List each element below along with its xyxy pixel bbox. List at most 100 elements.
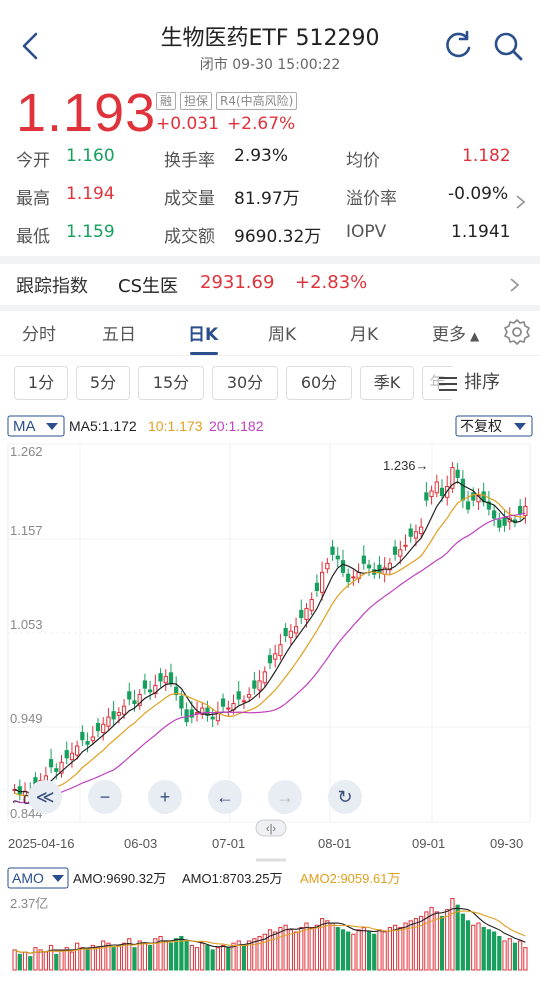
candle-body	[200, 707, 205, 715]
candle-body	[314, 582, 320, 591]
volume-bar	[262, 933, 267, 971]
volume-bar	[12, 949, 17, 971]
volume-bar	[28, 956, 33, 971]
volume-bar	[325, 920, 330, 971]
candle-body	[220, 698, 226, 707]
candle-body	[163, 675, 168, 684]
adjust-label: 不复权	[460, 418, 502, 434]
volume-bar	[283, 924, 288, 971]
rotate-button[interactable]	[328, 780, 362, 814]
period-quarterly[interactable]: 季K	[360, 366, 414, 400]
rewind-button[interactable]	[28, 780, 62, 814]
index-name: CS生医	[118, 276, 178, 297]
candle-body	[80, 731, 85, 741]
triangle-down-icon	[52, 875, 64, 882]
period-5min[interactable]: 5分	[76, 366, 130, 400]
zoom-in-button[interactable]	[148, 780, 182, 814]
candle-body	[450, 467, 455, 489]
volume-bar	[189, 944, 194, 971]
volume-bar	[90, 944, 95, 971]
scroll-right-button[interactable]	[268, 780, 302, 814]
volume-bar	[174, 938, 179, 971]
period-1min[interactable]: 1分	[14, 366, 68, 400]
refresh-icon[interactable]	[440, 28, 476, 64]
candle-body	[48, 759, 54, 768]
volume-bar	[194, 947, 200, 971]
volume-bar	[215, 947, 220, 971]
tab-five-day[interactable]: 五日	[102, 325, 136, 345]
volume-bar	[372, 933, 377, 971]
candle-body	[158, 673, 163, 682]
chevron-right-icon[interactable]	[514, 190, 528, 214]
volume-bar	[38, 949, 43, 971]
tab-weekly-k[interactable]: 周K	[268, 325, 297, 345]
ma-selector	[7, 415, 65, 437]
amo-ma5-line	[14, 907, 526, 954]
volume-bar	[314, 924, 320, 971]
candle-body	[413, 531, 419, 539]
volume-bar	[132, 947, 137, 971]
drag-handle-icon: ‹|›	[266, 823, 277, 835]
menu-icon[interactable]	[438, 376, 458, 392]
stat-value: 2.93%	[234, 146, 289, 166]
candle-body	[471, 492, 476, 501]
x-tick-label: 07-01	[212, 836, 245, 851]
volume-bar	[392, 924, 398, 971]
volume-bar	[148, 944, 153, 971]
volume-bar	[340, 929, 346, 971]
period-30min[interactable]: 30分	[212, 366, 278, 400]
kline-chart[interactable]: MA MA5:1.172 10:1.173 20:1.182 不复权 1.262 1.157…	[0, 410, 540, 990]
tracking-index-row[interactable]: 跟踪指数 CS生医 2931.69 +2.83%	[0, 266, 540, 306]
amo-value: AMO:9690.32万	[73, 871, 166, 886]
volume-bar	[419, 915, 424, 971]
candle-body	[361, 555, 366, 564]
volume-bar	[241, 944, 247, 971]
volume-bar	[231, 942, 236, 971]
gear-icon[interactable]	[503, 318, 531, 346]
ma20-line	[14, 512, 526, 805]
high-annotation: 1.236→	[383, 458, 429, 473]
back-icon[interactable]	[14, 28, 50, 64]
chevron-right-icon[interactable]	[508, 274, 522, 296]
x-tick-label: 08-01	[318, 836, 351, 851]
candle-body	[335, 555, 340, 560]
tab-intraday[interactable]: 分时	[22, 325, 56, 345]
volume-bar	[247, 940, 252, 971]
candle-body	[497, 519, 502, 528]
margin-badge: 融	[156, 92, 177, 110]
zoom-out-button[interactable]	[88, 780, 122, 814]
search-icon[interactable]	[490, 28, 526, 64]
x-tick-label: 2025-04-16	[8, 836, 75, 851]
tab-daily-k[interactable]: 日K	[188, 325, 219, 345]
period-60min[interactable]: 60分	[286, 366, 352, 400]
volume-bar	[273, 931, 278, 971]
volume-bar	[168, 942, 174, 971]
amo-ma10-line	[14, 910, 526, 954]
candle-body	[257, 680, 262, 691]
tab-more[interactable]: 更多 ▲	[432, 320, 479, 345]
volume-bar	[387, 927, 392, 971]
chart-tabs: 分时 五日 日K 周K 月K 更多 ▲	[0, 312, 540, 356]
tab-monthly-k[interactable]: 月K	[350, 325, 379, 345]
sort-button[interactable]: 排序	[464, 372, 500, 393]
candle-body	[54, 768, 59, 772]
x-tick-label: 06-03	[124, 836, 157, 851]
candle-body	[439, 487, 445, 497]
ma-selector-label: MA	[13, 418, 36, 435]
stat-value: 1.1941	[451, 222, 511, 242]
candle-body	[116, 712, 121, 716]
stat-label: 成交额	[164, 227, 215, 247]
scroll-left-button[interactable]	[208, 780, 242, 814]
period-15min[interactable]: 15分	[138, 366, 204, 400]
volume-bar	[267, 929, 273, 971]
ma10-value: 10:1.173	[148, 418, 203, 434]
candle-body	[523, 505, 528, 516]
volume-bar	[257, 935, 262, 971]
candle-body	[241, 700, 247, 703]
tab-underline	[190, 352, 218, 355]
stat-row: 最高 1.194 成交量 81.97万 溢价率 -0.09%	[0, 184, 540, 218]
volume-bar	[424, 911, 429, 971]
stat-row: 最低 1.159 成交额 9690.32万 IOPV 1.1941	[0, 222, 540, 256]
stat-label: 成交量	[164, 189, 215, 209]
volume-bar	[408, 920, 413, 971]
